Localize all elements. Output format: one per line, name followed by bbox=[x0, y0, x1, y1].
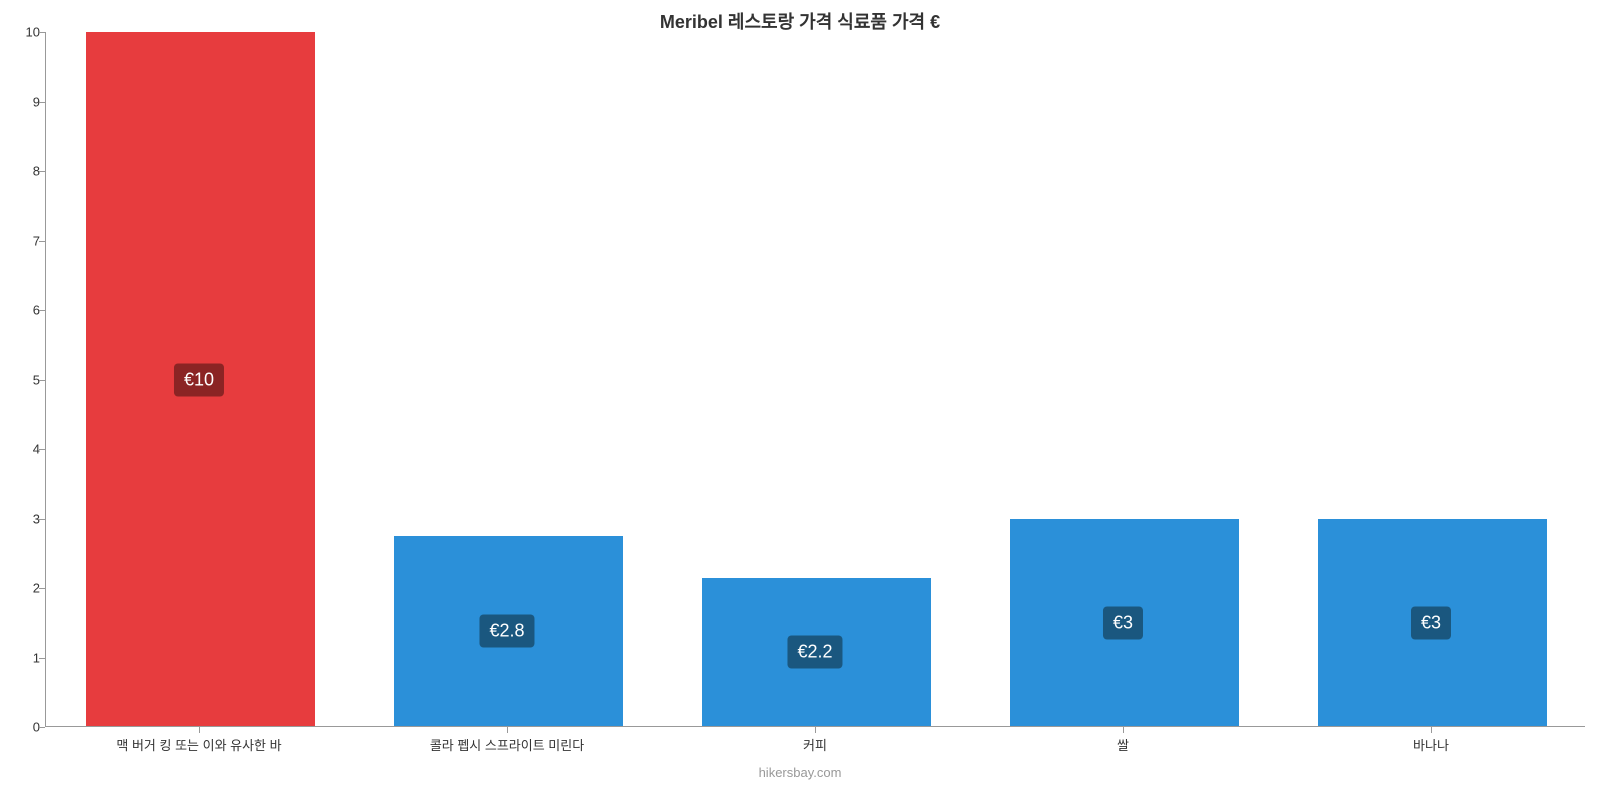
x-tick-mark bbox=[1123, 727, 1124, 733]
y-tick-label: 0 bbox=[10, 720, 40, 735]
bar-value-label: €2.8 bbox=[479, 615, 534, 648]
bar-value-label: €3 bbox=[1411, 606, 1451, 639]
y-tick-mark bbox=[39, 310, 45, 311]
plot-area bbox=[45, 32, 1585, 727]
y-tick-mark bbox=[39, 241, 45, 242]
y-tick-label: 3 bbox=[10, 511, 40, 526]
x-tick-mark bbox=[815, 727, 816, 733]
y-tick-mark bbox=[39, 658, 45, 659]
y-tick-label: 4 bbox=[10, 442, 40, 457]
x-tick-label: 콜라 펩시 스프라이트 미린다 bbox=[430, 735, 584, 754]
y-tick-label: 10 bbox=[10, 25, 40, 40]
y-tick-mark bbox=[39, 727, 45, 728]
x-tick-label: 커피 bbox=[803, 735, 827, 754]
y-tick-label: 8 bbox=[10, 164, 40, 179]
y-tick-label: 1 bbox=[10, 650, 40, 665]
y-tick-label: 2 bbox=[10, 581, 40, 596]
y-tick-mark bbox=[39, 102, 45, 103]
y-tick-mark bbox=[39, 588, 45, 589]
y-tick-mark bbox=[39, 449, 45, 450]
x-tick-mark bbox=[199, 727, 200, 733]
y-tick-label: 6 bbox=[10, 303, 40, 318]
y-tick-mark bbox=[39, 380, 45, 381]
y-tick-mark bbox=[39, 32, 45, 33]
x-tick-mark bbox=[1431, 727, 1432, 733]
x-tick-label: 바나나 bbox=[1413, 735, 1449, 754]
bar-chart: Meribel 레스토랑 가격 식료품 가격 € hikersbay.com bbox=[0, 0, 1600, 800]
y-tick-mark bbox=[39, 519, 45, 520]
bar-value-label: €10 bbox=[174, 363, 224, 396]
y-tick-mark bbox=[39, 171, 45, 172]
x-tick-label: 쌀 bbox=[1117, 735, 1129, 754]
y-tick-label: 7 bbox=[10, 233, 40, 248]
bar-value-label: €3 bbox=[1103, 606, 1143, 639]
bar-value-label: €2.2 bbox=[787, 636, 842, 669]
y-tick-label: 5 bbox=[10, 372, 40, 387]
credit-text: hikersbay.com bbox=[0, 765, 1600, 780]
x-tick-mark bbox=[507, 727, 508, 733]
x-tick-label: 맥 버거 킹 또는 이와 유사한 바 bbox=[116, 735, 281, 754]
y-tick-label: 9 bbox=[10, 94, 40, 109]
